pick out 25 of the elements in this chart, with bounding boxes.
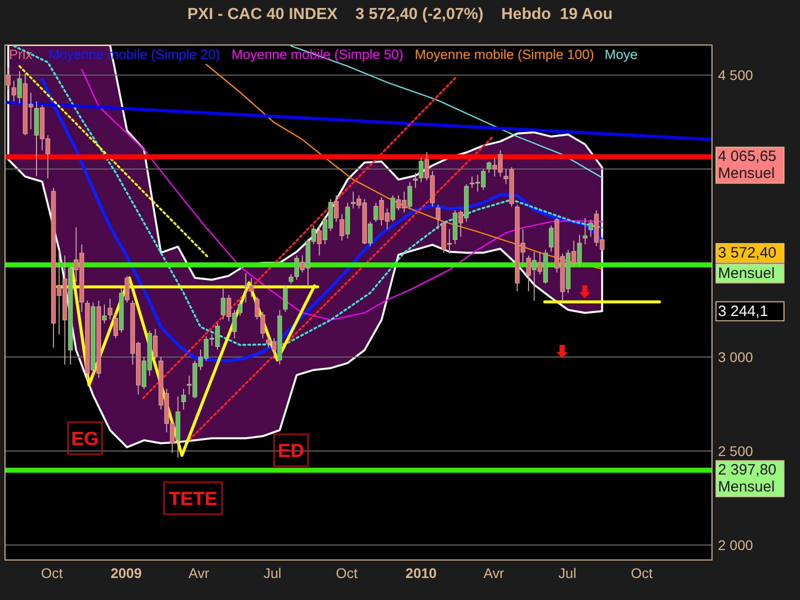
y-tick-label: 2 500 <box>718 442 754 459</box>
y-tick-label: 3 000 <box>718 349 754 366</box>
ref-line-label: Mensuel <box>718 264 775 282</box>
text: Moye <box>604 47 638 62</box>
annotation: ED <box>278 441 304 462</box>
x-tick-label: Jul <box>263 565 282 581</box>
series-label: Prix <box>9 47 32 62</box>
x-tick-label: 2010 <box>406 565 437 581</box>
ref-line-label: 2 397,80 Mensuel <box>718 462 776 496</box>
text: 3 244,1 <box>718 302 768 320</box>
text: Moyenne mobile (Simple 100) <box>414 47 594 62</box>
chart-title: PXI - CAC 40 INDEX 3 572,40 (-2,07%) Hebdo 19 Aou <box>187 6 613 23</box>
text: 3 572,40 <box>718 244 776 262</box>
annotation: TETE <box>168 489 218 510</box>
x-tick-label: Avr <box>188 565 210 581</box>
y-tick-label: 4 500 <box>718 67 754 84</box>
x-tick-label: Avr <box>483 565 505 581</box>
x-tick-label: Oct <box>630 565 653 581</box>
x-tick-label: Jul <box>558 565 576 581</box>
ref-line-label: 4 065,65 Mensuel <box>718 148 776 182</box>
x-tick-label: 2009 <box>110 565 142 581</box>
x-tick-label: Oct <box>336 565 358 581</box>
y-tick-label: 2 000 <box>718 536 754 553</box>
annotation: EG <box>71 429 99 450</box>
x-tick-label: Oct <box>40 565 63 581</box>
